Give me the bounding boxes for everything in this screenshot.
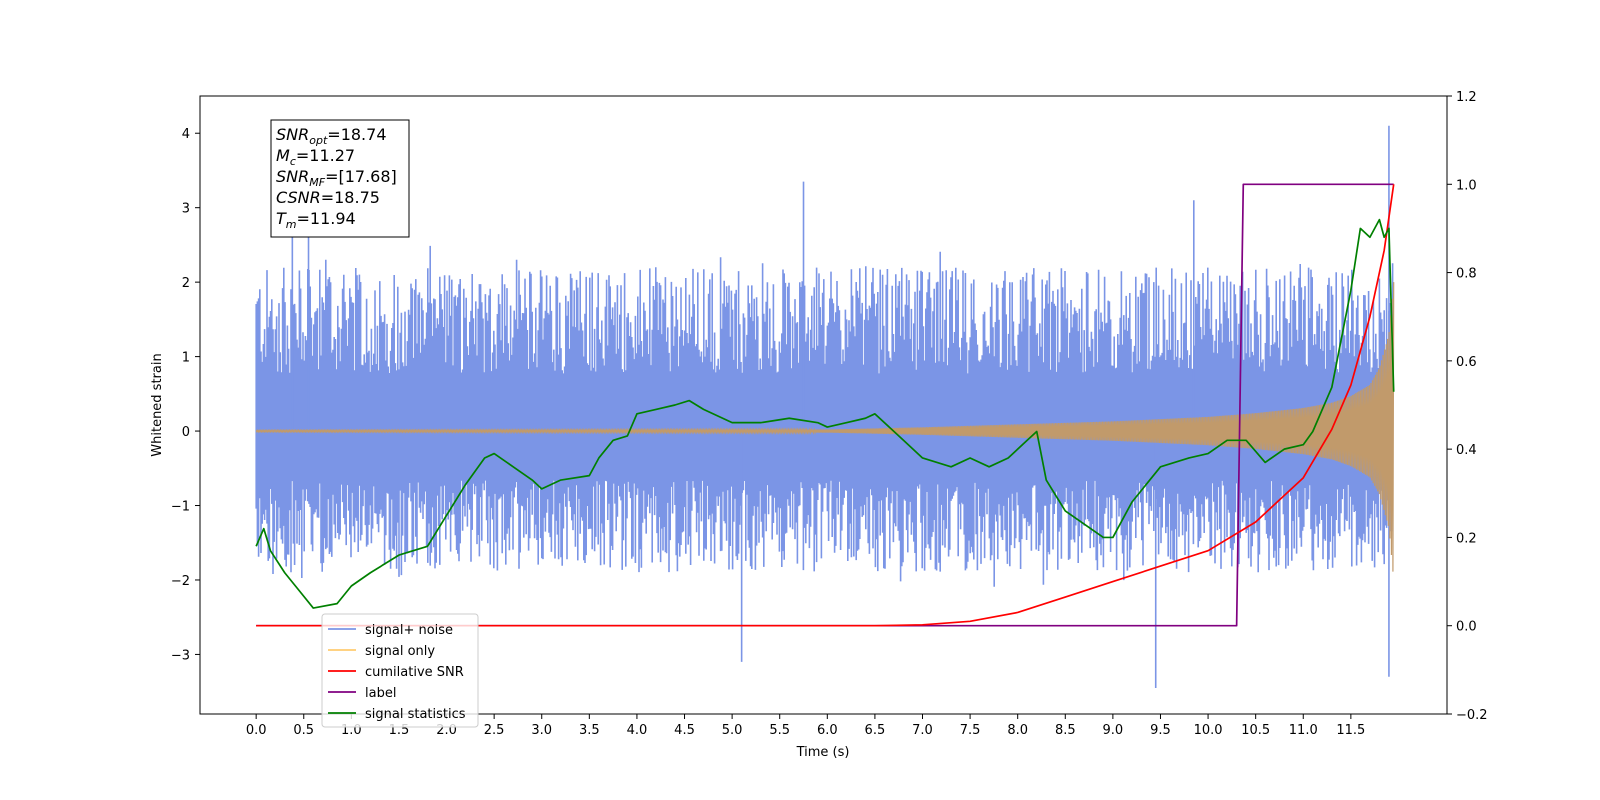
y-tick-label-left: 0 (182, 425, 190, 440)
y-tick-label-left: −1 (171, 500, 190, 515)
x-tick-label: 4.0 (627, 723, 648, 738)
y-axis-right: −0.2 0.0 0.2 0.4 0.6 0.8 1.0 1.2 (1447, 90, 1488, 723)
x-tick-label: 9.0 (1103, 723, 1124, 738)
x-tick-label: 10.5 (1241, 723, 1270, 738)
y-tick-label-right: 0.2 (1456, 531, 1477, 546)
annotation-line: SNRopt=18.74 (276, 125, 387, 147)
legend: signal+ noise signal only cumilative SNR la… (321, 613, 479, 728)
y-tick-label-right: 1.0 (1456, 178, 1477, 193)
noise-band (255, 245, 1394, 587)
x-tick-label: 7.0 (912, 723, 933, 738)
x-tick-label: 11.0 (1289, 723, 1318, 738)
x-tick-label: 8.0 (1007, 723, 1028, 738)
annotation-line: Mc=11.27 (276, 146, 355, 168)
y-tick-label-left: 3 (182, 202, 190, 217)
y-axis-title-left: Whitened strain (150, 353, 165, 456)
x-tick-label: 7.5 (960, 723, 981, 738)
series-signal-noise (255, 125, 1394, 688)
x-tick-label: 8.5 (1055, 723, 1076, 738)
axes-frame (199, 95, 1448, 715)
x-tick-label: 5.5 (769, 723, 790, 738)
y-axis-left: −3 −2 −1 0 1 2 3 4 (171, 127, 200, 663)
y-tick-label-left: −2 (171, 574, 190, 589)
series-signal-only (255, 282, 1395, 572)
annotation-line: CSNR=18.75 (276, 188, 380, 207)
x-tick-label: 3.0 (531, 723, 552, 738)
y-tick-label-left: −3 (171, 648, 190, 663)
x-tick-label: 11.5 (1336, 723, 1365, 738)
y-tick-label-right: 0.0 (1456, 620, 1477, 635)
y-tick-label-left: 4 (182, 127, 190, 142)
x-tick-label: 9.5 (1150, 723, 1171, 738)
legend-label: signal+ noise (365, 623, 453, 638)
x-tick-label: 10.0 (1194, 723, 1223, 738)
legend-label: signal statistics (365, 707, 466, 722)
annotation-frame (270, 119, 410, 238)
legend-frame (321, 613, 479, 728)
x-tick-label: 6.5 (865, 723, 886, 738)
x-tick-label: 4.5 (674, 723, 695, 738)
legend-label: label (365, 686, 396, 701)
x-tick-label: 3.5 (579, 723, 600, 738)
x-tick-label: 5.0 (722, 723, 743, 738)
y-tick-label-right: −0.2 (1456, 708, 1488, 723)
y-tick-label-right: 0.8 (1456, 267, 1477, 282)
series-cumulative-snr (256, 184, 1395, 627)
x-tick-label: 2.5 (484, 723, 505, 738)
plot-area (255, 125, 1395, 688)
annotation-line: SNRMF=[17.68] (276, 167, 397, 189)
signal-chirp (255, 282, 1395, 572)
y-tick-label-left: 2 (182, 276, 190, 291)
y-tick-label-left: 1 (182, 351, 190, 366)
annotation-box: SNRopt=18.74Mc=11.27SNRMF=[17.68]CSNR=18… (270, 119, 410, 238)
x-axis-title: Time (s) (796, 745, 850, 760)
x-tick-label: 6.0 (817, 723, 838, 738)
x-tick-label: 0.5 (293, 723, 314, 738)
y-tick-label-right: 0.4 (1456, 443, 1477, 458)
annotation-line: Tm=11.94 (276, 209, 356, 231)
y-tick-label-right: 0.6 (1456, 355, 1477, 370)
x-tick-label: 0.0 (246, 723, 267, 738)
legend-label: signal only (365, 644, 435, 659)
series-signal-statistics (255, 218, 1395, 609)
legend-label: cumilative SNR (365, 665, 464, 680)
y-tick-label-right: 1.2 (1456, 90, 1477, 105)
